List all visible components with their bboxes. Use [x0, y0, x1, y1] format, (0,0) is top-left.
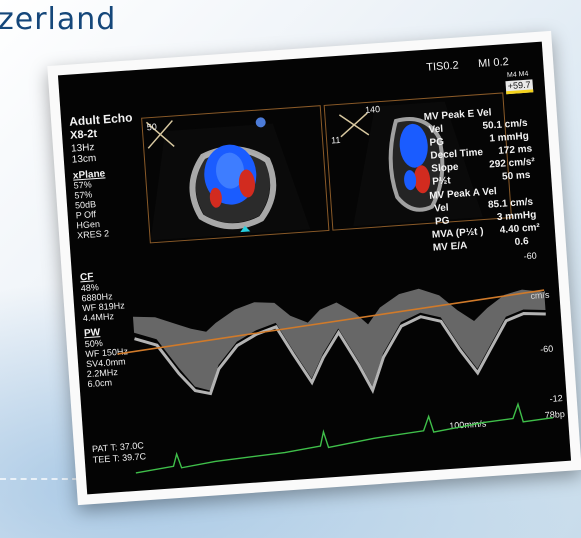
background-dash-line [0, 478, 140, 480]
echo-screen: TIS0.2 MI 0.2 M4 M4 +59.7 Adult Echo X8-… [57, 41, 572, 495]
xplane-left-view: 50 [141, 105, 330, 244]
doppler-spectrum [117, 288, 554, 474]
right-view-image [338, 101, 483, 227]
background-heading: zerland [0, 2, 117, 37]
left-view-image [145, 117, 311, 241]
xplane-right-view: 140 11 [323, 92, 513, 231]
echo-photo-print: TIS0.2 MI 0.2 M4 M4 +59.7 Adult Echo X8-… [47, 30, 581, 506]
